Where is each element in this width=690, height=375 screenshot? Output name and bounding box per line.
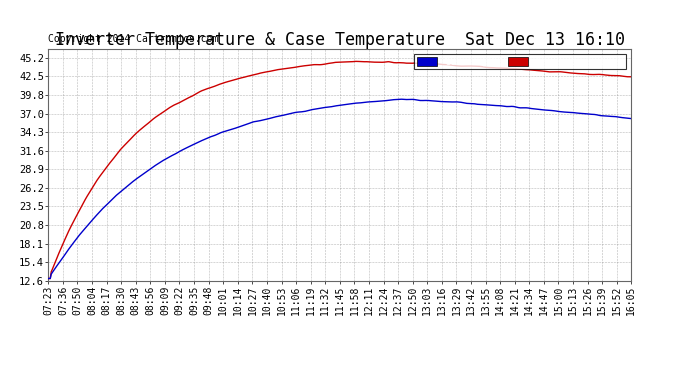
Text: Copyright 2014 Cartronics.com: Copyright 2014 Cartronics.com [48, 34, 219, 44]
Legend: Case  (°C), Inver ter  (°C): Case (°C), Inver ter (°C) [415, 54, 627, 69]
Title: Inverter Temperature & Case Temperature  Sat Dec 13 16:10: Inverter Temperature & Case Temperature … [55, 31, 625, 49]
